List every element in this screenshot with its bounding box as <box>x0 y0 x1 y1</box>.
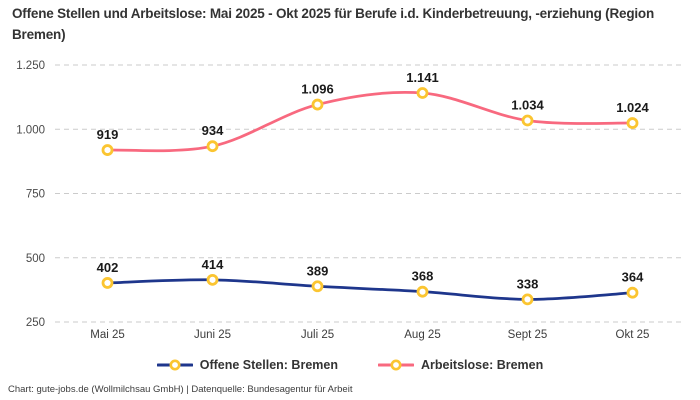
x-axis-tick-label-juni-25: Juni 25 <box>194 329 231 341</box>
data-point-marker-arbeitslose-bremen-juni-25[interactable] <box>206 140 219 153</box>
chart-legend: Offene Stellen: Bremen Arbeitslose: Breme… <box>0 358 700 372</box>
data-point-label: 1.024 <box>616 100 649 115</box>
data-point-marker-offene-stellen-bremen-juni-25[interactable] <box>206 273 219 286</box>
y-axis-tick-label: 1.000 <box>16 124 45 136</box>
legend-item-offene-stellen-bremen[interactable]: Offene Stellen: Bremen <box>156 358 338 372</box>
x-axis-tick-label-mai-25: Mai 25 <box>90 329 125 341</box>
data-point-marker-offene-stellen-bremen-okt-25[interactable] <box>626 286 639 299</box>
data-point-marker-arbeitslose-bremen-aug-25[interactable] <box>416 87 429 99</box>
legend-swatch-icon <box>156 359 193 371</box>
y-axis-tick-label: 250 <box>26 317 45 329</box>
series-line-arbeitslose-bremen <box>106 90 634 153</box>
y-axis-tick-label: 750 <box>26 189 45 201</box>
legend-label: Arbeitslose: Bremen <box>420 358 544 372</box>
y-axis-tick-label: 1.250 <box>16 60 45 72</box>
data-point-marker-arbeitslose-bremen-juli-25[interactable] <box>311 98 324 111</box>
line-chart: 1.250 1.000 750 500 250 Mai 25 Juni 25 Juli 25 A… <box>16 60 685 341</box>
data-point-marker-arbeitslose-bremen-sept-25[interactable] <box>521 114 534 127</box>
data-point-label: 389 <box>307 263 329 278</box>
data-point-label: 1.034 <box>511 98 544 113</box>
legend-label: Offene Stellen: Bremen <box>199 358 338 372</box>
data-point-marker-arbeitslose-bremen-okt-25[interactable] <box>626 117 639 129</box>
x-axis-tick-label-okt-25: Okt 25 <box>616 329 650 341</box>
data-point-marker-offene-stellen-bremen-aug-25[interactable] <box>416 285 429 298</box>
data-point-label: 368 <box>412 269 434 284</box>
data-point-label: 919 <box>97 127 119 142</box>
x-axis-tick-label-juli-25: Juli 25 <box>301 329 334 341</box>
data-point-label: 414 <box>202 257 224 272</box>
data-point-marker-offene-stellen-bremen-sept-25[interactable] <box>521 293 534 306</box>
y-axis-tick-label: 500 <box>26 253 45 265</box>
chart-title: Offene Stellen und Arbeitslose: Mai 2025… <box>12 6 655 42</box>
data-point-marker-offene-stellen-bremen-juli-25[interactable] <box>311 280 324 293</box>
x-axis-tick-label-aug-25: Aug 25 <box>404 329 440 341</box>
data-point-label: 402 <box>97 260 119 275</box>
data-point-label: 934 <box>202 123 224 138</box>
legend-swatch-icon <box>377 359 414 371</box>
data-point-label: 1.141 <box>406 70 439 85</box>
series-line-offene-stellen-bremen <box>106 278 634 301</box>
data-point-marker-offene-stellen-bremen-mai-25[interactable] <box>101 277 114 289</box>
data-point-label: 1.096 <box>301 82 334 97</box>
chart-footer: Chart: gute-jobs.de (Wollmilchsau GmbH) … <box>8 384 353 395</box>
x-axis-tick-label-sept-25: Sept 25 <box>508 329 548 341</box>
legend-item-arbeitslose-bremen[interactable]: Arbeitslose: Bremen <box>377 358 544 372</box>
data-point-marker-arbeitslose-bremen-mai-25[interactable] <box>101 144 114 156</box>
data-point-label: 338 <box>517 276 539 291</box>
data-point-label: 364 <box>622 270 644 285</box>
